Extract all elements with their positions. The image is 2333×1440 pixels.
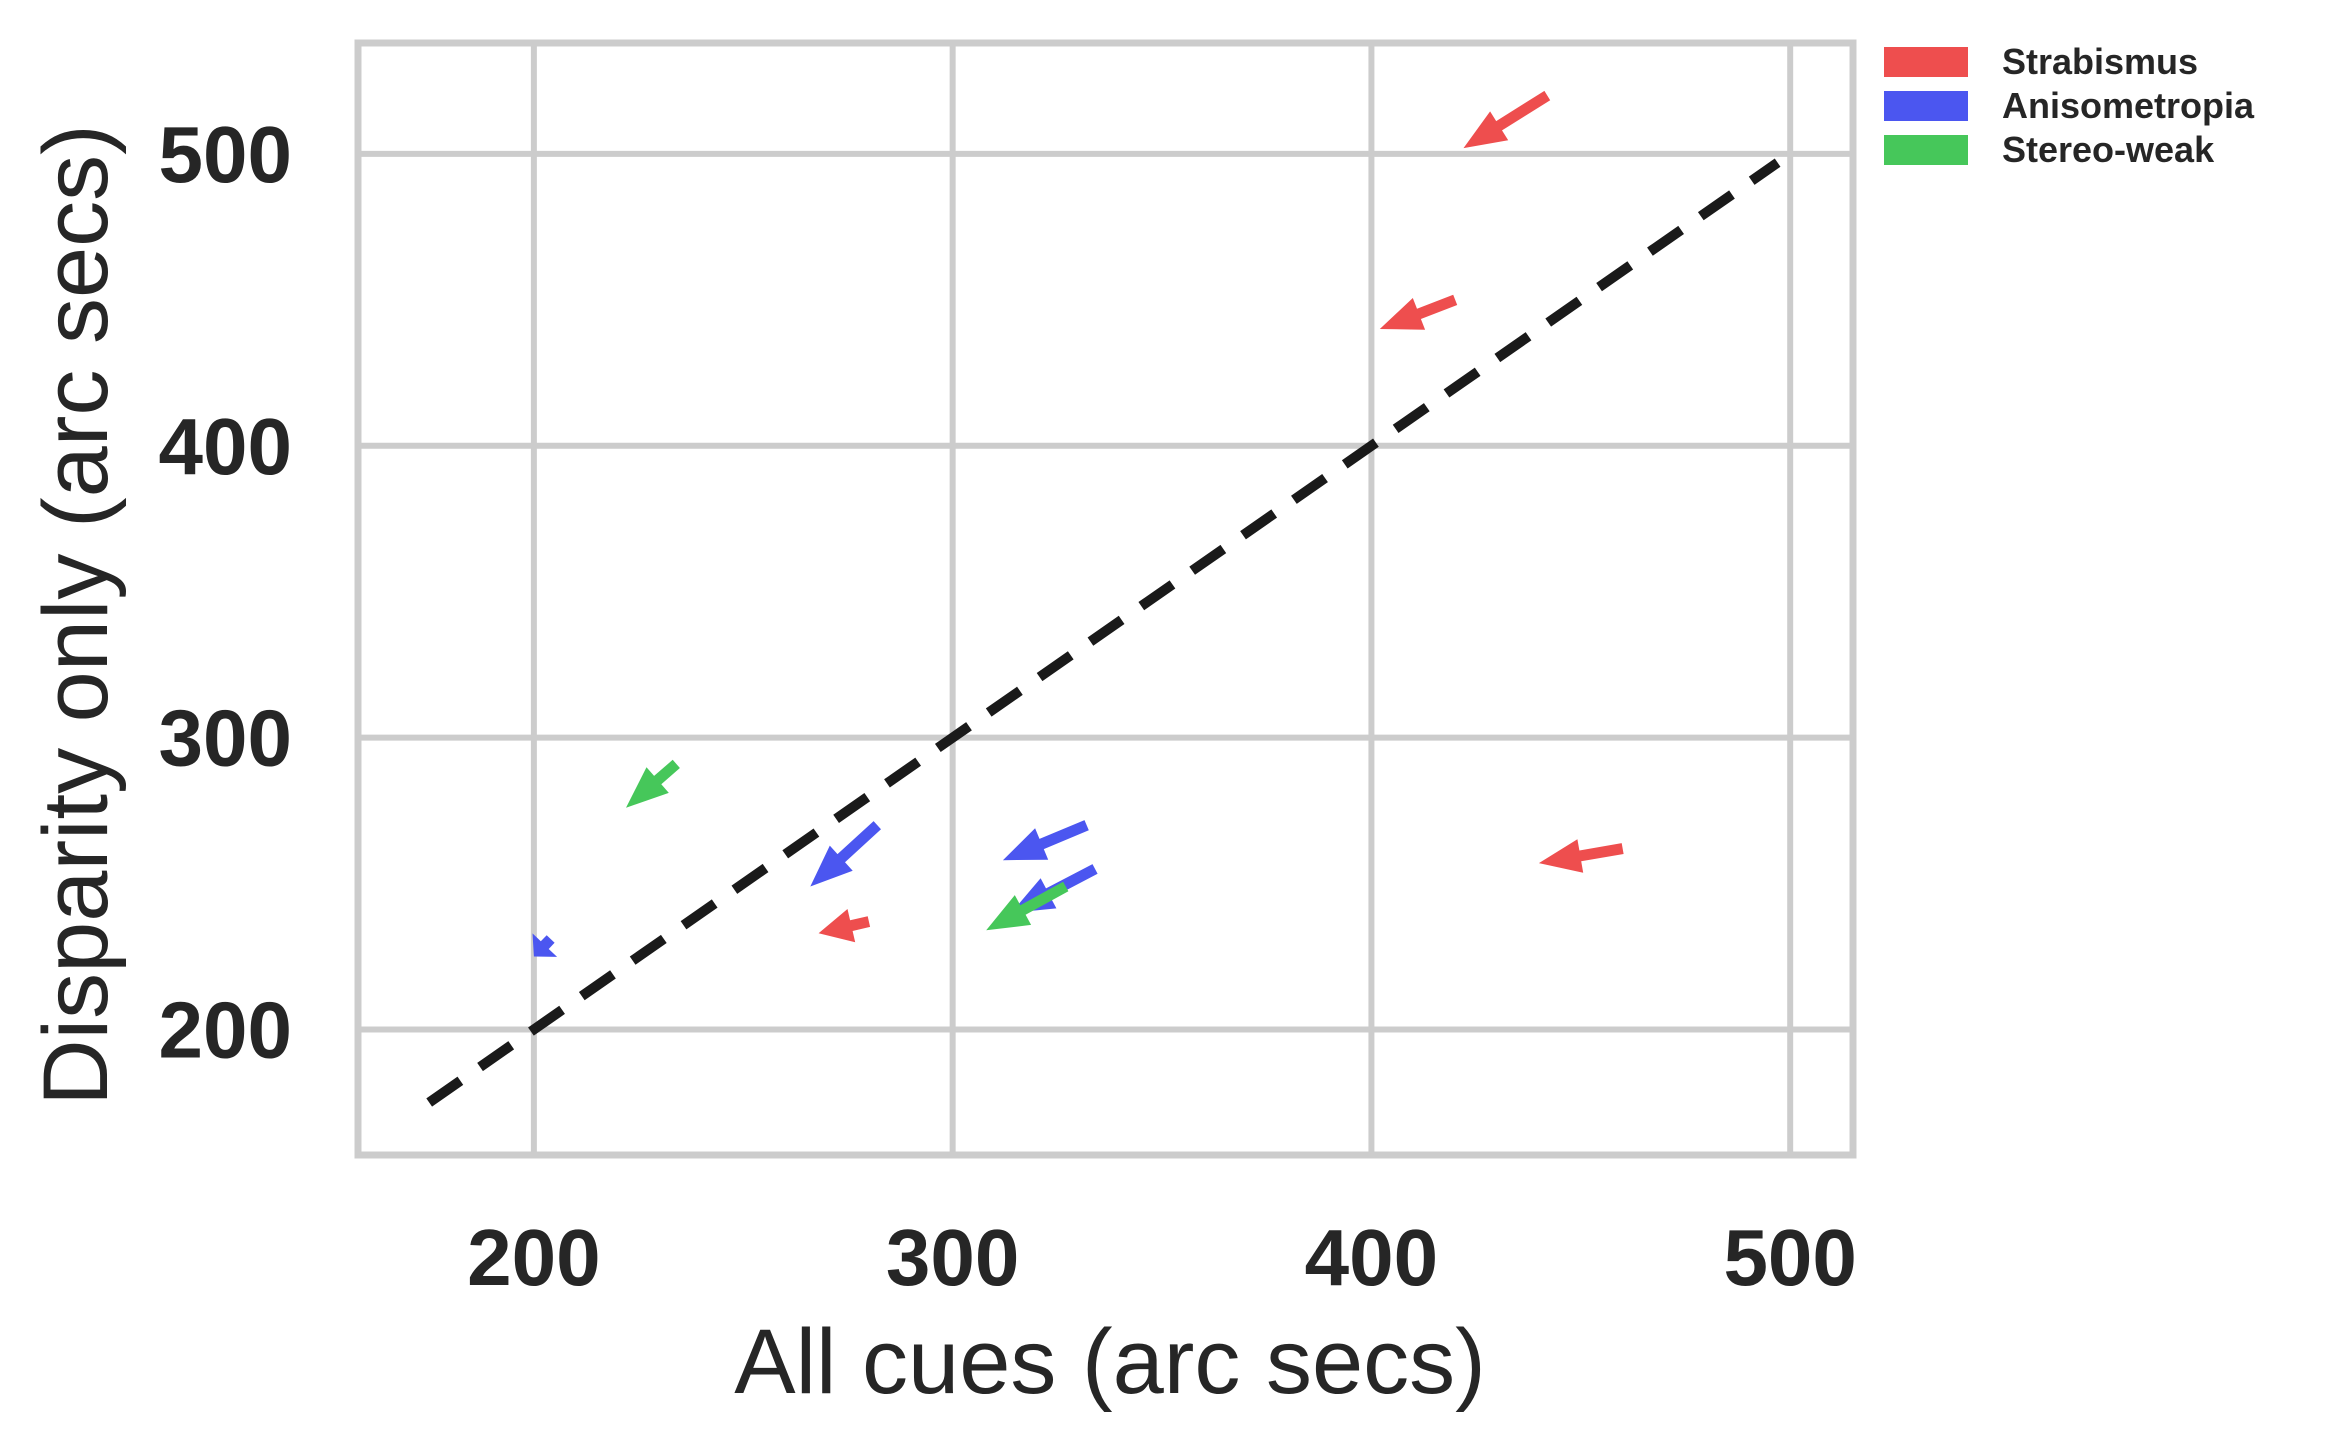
legend-swatch-strabismus [1884, 47, 1968, 77]
legend-label-strabismus: Strabismus [2002, 41, 2198, 82]
reference-line-group [426, 158, 1781, 1107]
y-tick-label: 300 [159, 694, 292, 783]
x-tick-labels: 200 300 400 500 [467, 1213, 1857, 1302]
arrow-marks [532, 90, 1624, 957]
x-axis-label: All cues (arc secs) [734, 1311, 1486, 1413]
x-tick-label: 500 [1723, 1213, 1856, 1302]
arrow-strabismus [1463, 90, 1551, 149]
y-axis-label: Disparity only (arc secs) [25, 124, 127, 1106]
y-tick-label: 500 [159, 110, 292, 199]
legend-label-anisometropia: Anisometropia [2002, 85, 2255, 126]
grid [358, 43, 1853, 1155]
x-tick-label: 400 [1305, 1213, 1438, 1302]
x-tick-label: 300 [886, 1213, 1019, 1302]
y-tick-label: 200 [159, 985, 292, 1074]
arrow-stereo-weak [986, 881, 1069, 931]
y-tick-labels: 200 300 400 500 [159, 110, 292, 1075]
arrow-strabismus [818, 909, 871, 943]
arrow-strabismus [1379, 294, 1458, 330]
y-tick-label: 400 [159, 402, 292, 491]
x-tick-label: 200 [467, 1213, 600, 1302]
arrow-anisometropia [1002, 820, 1089, 861]
legend-swatch-anisometropia [1884, 91, 1968, 121]
arrow-anisometropia [532, 933, 558, 957]
arrow-anisometropia [810, 821, 881, 887]
identity-reference-line [426, 158, 1781, 1107]
arrow-strabismus [1538, 839, 1624, 873]
legend-swatch-stereo-weak [1884, 135, 1968, 165]
arrow-stereo-weak [626, 759, 680, 808]
plot-frame [354, 39, 1857, 1159]
legend-label-stereo-weak: Stereo-weak [2002, 129, 2215, 170]
